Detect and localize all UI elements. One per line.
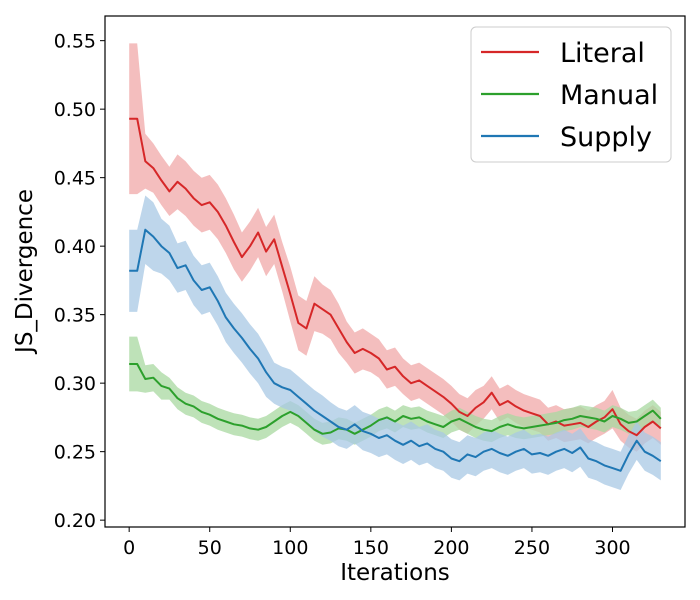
supply-band bbox=[129, 195, 661, 490]
x-axis-label: Iterations bbox=[340, 560, 450, 586]
y-tick-label: 0.55 bbox=[54, 31, 96, 53]
legend-box bbox=[470, 26, 672, 163]
literal-line bbox=[129, 117, 662, 437]
y-tick-label: 0.45 bbox=[54, 168, 96, 190]
y-tick-label: 0.35 bbox=[54, 305, 96, 327]
x-tick-label: 250 bbox=[514, 537, 550, 559]
y-tick-label: 0.30 bbox=[54, 373, 96, 395]
x-tick-label: 150 bbox=[353, 537, 389, 559]
series-lines bbox=[129, 117, 662, 472]
plot-frame bbox=[104, 15, 686, 528]
y-tick-label: 0.40 bbox=[54, 236, 96, 258]
manual-line bbox=[129, 363, 662, 435]
x-tick-label: 50 bbox=[198, 537, 222, 559]
legend-label-manual: Manual bbox=[560, 80, 658, 111]
x-axis-ticks: 0 50 100 150 200 250 300 bbox=[123, 527, 631, 559]
x-tick-label: 0 bbox=[123, 537, 135, 559]
manual-band bbox=[129, 336, 661, 445]
supply-line bbox=[129, 228, 662, 472]
y-tick-label: 0.50 bbox=[54, 99, 96, 121]
x-tick-label: 100 bbox=[272, 537, 308, 559]
y-axis-ticks: 0.20 0.25 0.30 0.35 0.40 0.45 0.50 0.55 bbox=[54, 31, 105, 532]
y-tick-label: 0.25 bbox=[54, 442, 96, 464]
confidence-bands bbox=[129, 43, 661, 490]
legend: Literal Manual Supply bbox=[470, 26, 672, 163]
x-tick-label: 300 bbox=[594, 537, 630, 559]
legend-label-literal: Literal bbox=[560, 38, 645, 69]
y-axis-label: JS_Divergence bbox=[12, 189, 38, 355]
x-tick-label: 200 bbox=[433, 537, 469, 559]
legend-label-supply: Supply bbox=[560, 122, 652, 153]
y-tick-label: 0.20 bbox=[54, 510, 96, 532]
